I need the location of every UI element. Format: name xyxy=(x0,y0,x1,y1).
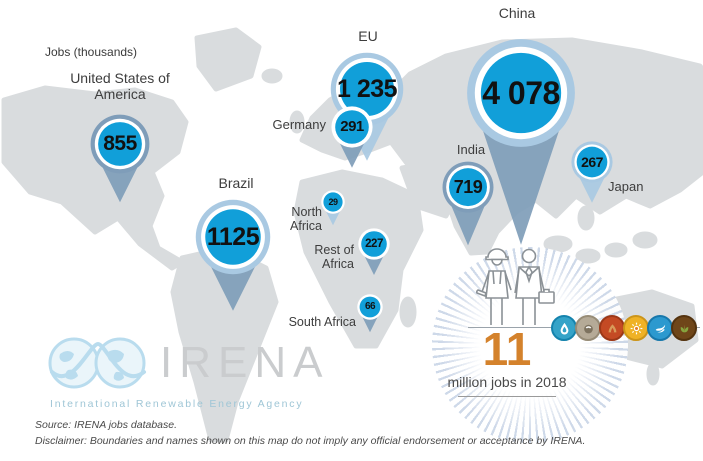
marker-value: 29 xyxy=(328,197,338,207)
label-brazil: Brazil xyxy=(218,175,254,191)
marker-value: 1 235 xyxy=(336,75,398,103)
marker-value: 267 xyxy=(581,154,603,170)
marker-value: 855 xyxy=(103,132,137,155)
biomass-icon xyxy=(599,315,625,341)
geothermal-icon xyxy=(575,315,601,341)
summary-callout: 11 million jobs in 2018 xyxy=(417,326,597,397)
workers-illustration xyxy=(476,248,555,325)
irena-tagline: International Renewable Energy Agency xyxy=(50,398,304,410)
marker-rest-of-africa: 227 xyxy=(358,228,390,276)
marker-value: 4 078 xyxy=(482,75,560,111)
irena-globes-icon xyxy=(48,337,146,389)
summary-number: 11 xyxy=(482,323,532,375)
marker-germany: 291 xyxy=(331,106,373,169)
marker-south-africa: 66 xyxy=(357,294,383,333)
label-rest-of-africa: Rest of Africa xyxy=(314,243,354,271)
marker-japan: 267 xyxy=(571,141,613,204)
marker-china: 4 078 xyxy=(466,38,576,247)
label-south-africa: South Africa xyxy=(288,315,356,329)
marker-value: 227 xyxy=(365,238,383,250)
marker-north-africa: 29 xyxy=(321,190,345,226)
marker-value: 291 xyxy=(340,118,364,135)
label-india: India xyxy=(456,142,486,157)
label-china: China xyxy=(498,5,536,21)
summary-caption: million jobs in 2018 xyxy=(447,374,567,390)
irena-logo: IRENA International Renewable Energy Age… xyxy=(46,334,329,410)
label-eu: EU xyxy=(358,28,378,44)
marker-value: 66 xyxy=(364,301,376,312)
label-north-africa: North Africa xyxy=(290,205,322,233)
source-note: Source: IRENA jobs database. xyxy=(35,419,178,431)
marker-value: 719 xyxy=(453,177,483,197)
label-japan: Japan xyxy=(608,179,644,194)
marker-value: 1125 xyxy=(206,223,260,251)
solar-icon xyxy=(623,315,649,341)
irena-wordmark: IRENA xyxy=(160,338,330,387)
footer-notes: Source: IRENA jobs database. Disclaimer:… xyxy=(35,417,585,450)
disclaimer-note: Disclaimer: Boundaries and names shown o… xyxy=(35,435,586,448)
marker-united-states: 855 xyxy=(90,114,150,204)
summary-underline xyxy=(458,396,556,397)
hydropower-icon xyxy=(551,315,577,341)
bioenergy-icon xyxy=(671,315,697,341)
label-germany: Germany xyxy=(272,117,326,132)
marker-india: 719 xyxy=(442,161,494,247)
units-note: Jobs (thousands) xyxy=(45,45,138,59)
wind-icon xyxy=(647,315,673,341)
label-united-states: United States of America xyxy=(70,70,170,102)
marker-brazil: 1125 xyxy=(195,199,271,313)
